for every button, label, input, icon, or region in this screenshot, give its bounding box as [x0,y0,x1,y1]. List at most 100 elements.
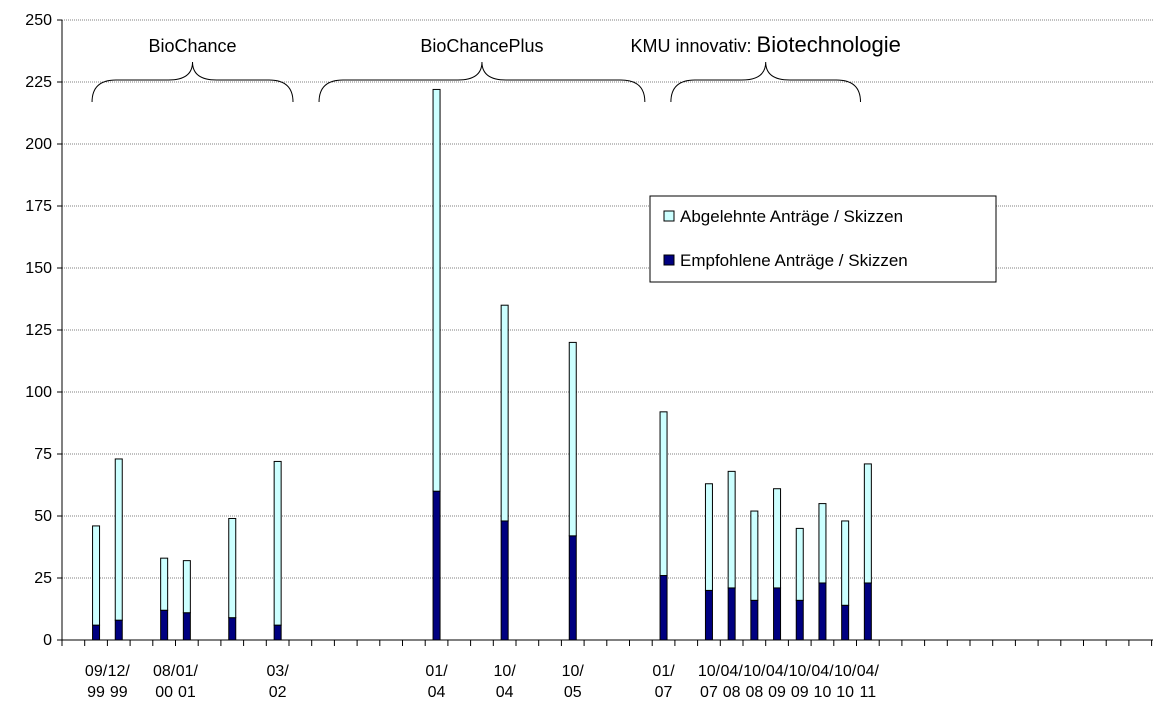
bar-recommended [228,617,237,641]
x-tick-label: 08/ [153,663,176,680]
y-tick-label: 250 [25,12,52,29]
bar-rejected [92,525,101,626]
x-tick-label: 04 [496,684,514,701]
bar-rejected [818,503,827,584]
x-tick-label: 10/ [743,663,766,680]
bar-rejected [568,341,577,537]
x-tick-label: 10 [836,684,854,701]
x-tick-label: 01 [178,684,196,701]
x-tick-label: 08 [723,684,741,701]
program-label-main: Biotechnologie [757,32,901,57]
bar-rejected [114,458,123,621]
bar-recommended [568,535,577,641]
x-tick-label: 07 [655,684,673,701]
bar-rejected [273,460,282,626]
y-tick-label: 175 [25,198,52,215]
bar-recommended [160,609,169,641]
x-tick-label: 09/ [85,663,108,680]
bar-rejected [500,304,509,522]
program-brace [318,61,646,103]
x-tick-label: 08 [745,684,763,701]
y-tick-label: 125 [25,322,52,339]
bars [92,88,872,641]
x-axis: 09/9912/9908/0001/0103/0201/0410/0410/05… [61,639,1153,701]
x-tick-label: 10/ [494,663,517,680]
x-tick-label: 02 [269,684,287,701]
bar-recommended [727,587,736,641]
bar-rejected [841,520,850,606]
x-tick-label: 04 [428,684,446,701]
legend-swatch-rejected [663,210,675,222]
y-axis: 0 25 50 75 100 125 150 175 200 225 250 [25,12,63,649]
bar-recommended [704,589,713,641]
x-tick-label: 07 [700,684,718,701]
bar-recommended [273,624,282,641]
x-tick-label: 04/ [857,663,880,680]
bar-rejected [773,488,782,589]
y-tick-label: 200 [25,136,52,153]
x-tick-label: 09 [791,684,809,701]
bar-rejected [795,527,804,601]
legend-label-rejected: Abgelehnte Anträge / Skizzen [680,207,903,226]
gridlines [62,19,1153,579]
program-brace [670,61,861,103]
x-tick-label: 10/ [698,663,721,680]
program-label-prefix: KMU innovativ: [631,36,757,56]
bar-recommended [182,612,191,641]
bar-recommended [818,582,827,641]
bar-rejected [704,483,713,591]
x-tick-label: 10/ [834,663,857,680]
x-tick-label: 01/ [176,663,199,680]
x-tick-label: 12/ [108,663,131,680]
bar-recommended [432,490,441,641]
bar-recommended [750,599,759,641]
program-brace [91,61,294,103]
legend: Abgelehnte Anträge / Skizzen Empfohlene … [649,195,997,283]
bar-rejected [750,510,759,601]
x-tick-label: 01/ [652,663,675,680]
x-tick-label: 01/ [425,663,448,680]
bar-rejected [727,470,736,589]
y-tick-label: 25 [34,570,52,587]
y-tick-label: 150 [25,260,52,277]
x-tick-label: 09 [768,684,786,701]
bar-recommended [863,582,872,641]
legend-swatch-recommended [663,254,675,266]
legend-box [649,195,997,283]
bar-rejected [432,88,441,492]
y-tick-label: 75 [34,446,52,463]
x-tick-label: 04/ [766,663,789,680]
program-annotations: BioChance BioChancePlus KMU innovativ: Bio… [91,32,901,103]
x-tick-label: 10 [814,684,832,701]
x-tick-label: 00 [155,684,173,701]
x-tick-label: 05 [564,684,582,701]
x-tick-label: 04/ [811,663,834,680]
bar-recommended [795,599,804,641]
x-tick-label: 10/ [562,663,585,680]
y-tick-label: 225 [25,74,52,91]
bar-rejected [182,560,191,614]
x-tick-label: 99 [110,684,128,701]
bar-recommended [92,624,101,641]
bar-recommended [500,520,509,641]
bar-rejected [659,411,668,577]
bar-recommended [659,575,668,641]
bar-rejected [228,517,237,619]
legend-label-recommended: Empfohlene Anträge / Skizzen [680,251,908,270]
x-tick-label: 03/ [267,663,290,680]
x-tick-label: 11 [860,684,877,701]
x-tick-label: 99 [87,684,105,701]
bar-recommended [841,604,850,641]
bar-rejected [160,557,169,611]
y-tick-label: 50 [34,508,52,525]
y-tick-label: 100 [25,384,52,401]
program-label: BioChancePlus [420,36,543,56]
bar-recommended [114,619,123,641]
bar-recommended [773,587,782,641]
bar-rejected [863,463,872,584]
x-tick-label: 10/ [789,663,812,680]
x-tick-label: 04/ [721,663,744,680]
y-tick-label: 0 [43,632,52,649]
program-label: KMU innovativ: Biotechnologie [631,32,901,57]
